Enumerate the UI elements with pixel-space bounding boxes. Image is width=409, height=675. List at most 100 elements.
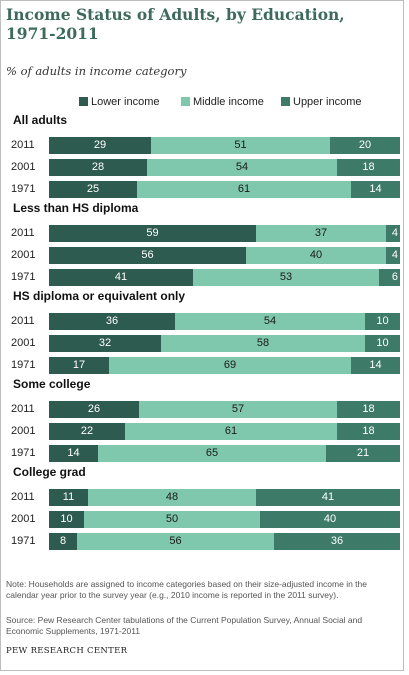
- bar-segment-middle: [139, 401, 337, 418]
- data-label-middle: 37: [314, 227, 328, 239]
- legend-item-upper: Upper income: [281, 95, 361, 109]
- bar-segment-upper: [337, 401, 400, 418]
- bar-segment-lower: [49, 357, 109, 374]
- data-label-lower: 25: [86, 183, 100, 195]
- bar-segment-middle: [125, 423, 337, 440]
- data-label-upper: 41: [321, 491, 335, 503]
- group-title: All adults: [13, 113, 68, 127]
- bar-segment-upper: [351, 181, 400, 198]
- bar-segment-upper: [386, 225, 400, 242]
- data-label-lower: 22: [80, 425, 94, 437]
- bar-segment-middle: [193, 269, 379, 286]
- data-label-upper: 18: [362, 161, 375, 173]
- data-label-upper: 10: [376, 337, 389, 349]
- group-title: Some college: [13, 377, 91, 391]
- data-label-upper: 14: [369, 183, 382, 195]
- data-label-upper: 21: [356, 447, 370, 459]
- bar-segment-middle: [98, 445, 326, 462]
- data-label-upper: 18: [362, 425, 375, 437]
- year-label: 2011: [11, 315, 35, 327]
- data-label-middle: 56: [169, 535, 182, 547]
- data-label-middle: 61: [224, 425, 238, 437]
- bar-segment-middle: [88, 489, 256, 506]
- data-label-middle: 57: [231, 403, 245, 415]
- year-label: 1971: [11, 359, 36, 371]
- bar-segment-middle: [175, 313, 365, 330]
- year-label: 2011: [11, 491, 35, 503]
- data-label-lower: 36: [105, 315, 119, 327]
- bar-segment-lower: [49, 401, 139, 418]
- data-label-lower: 17: [72, 359, 86, 371]
- legend-swatch-middle: [181, 97, 190, 106]
- year-label: 2011: [11, 227, 35, 239]
- bar-segment-middle: [137, 181, 351, 198]
- bar-segment-upper: [330, 137, 400, 154]
- data-label-lower: 32: [98, 337, 112, 349]
- bar-segment-lower: [49, 445, 98, 462]
- year-label: 2011: [11, 403, 35, 415]
- data-label-lower: 28: [91, 161, 105, 173]
- data-label-middle: 65: [205, 447, 219, 459]
- data-label-lower: 10: [60, 513, 73, 525]
- year-label: 1971: [11, 535, 36, 547]
- year-label: 2001: [11, 249, 36, 261]
- data-label-upper: 4: [391, 227, 398, 239]
- bar-segment-lower: [49, 313, 175, 330]
- bar-segment-lower: [49, 489, 88, 506]
- bar-segment-middle: [161, 335, 365, 352]
- bar-segment-middle: [109, 357, 351, 374]
- data-label-middle: 51: [234, 139, 247, 151]
- chart-note: Note: Households are assigned to income …: [6, 579, 367, 600]
- data-label-upper: 18: [362, 403, 375, 415]
- year-label: 2001: [11, 161, 36, 173]
- year-label: 2001: [11, 513, 36, 525]
- bar-segment-lower: [49, 159, 147, 176]
- data-label-lower: 14: [67, 447, 80, 459]
- year-label: 1971: [11, 447, 36, 459]
- data-label-middle: 50: [165, 513, 179, 525]
- data-label-middle: 69: [223, 359, 237, 371]
- legend: Lower income Middle income Upper income: [1, 95, 405, 109]
- bar-segment-upper: [386, 247, 400, 264]
- bar-segment-middle: [147, 159, 337, 176]
- bar-segment-upper: [337, 159, 400, 176]
- bar-segment-upper: [274, 533, 400, 550]
- bar-segment-upper: [379, 269, 400, 286]
- bar-segment-middle: [77, 533, 274, 550]
- legend-swatch-upper: [281, 97, 290, 106]
- bar-segment-lower: [49, 335, 161, 352]
- chart-subtitle: % of adults in income category: [6, 64, 187, 78]
- bar-segment-lower: [49, 225, 256, 242]
- chart-source: Source: Pew Research Center tabulations …: [6, 615, 363, 636]
- bar-segment-middle: [84, 511, 260, 528]
- group-title: Less than HS diploma: [13, 201, 139, 215]
- data-label-middle: 58: [256, 337, 270, 349]
- data-label-upper: 10: [376, 315, 389, 327]
- data-label-middle: 54: [235, 161, 249, 173]
- bar-segment-lower: [49, 533, 77, 550]
- bar-segment-upper: [365, 335, 400, 352]
- data-label-upper: 4: [391, 249, 398, 261]
- data-label-lower: 41: [114, 271, 128, 283]
- bar-segment-upper: [365, 313, 400, 330]
- bar-segment-upper: [260, 511, 400, 528]
- data-label-middle: 40: [309, 249, 323, 261]
- bar-segment-lower: [49, 511, 84, 528]
- data-label-upper: 36: [330, 535, 344, 547]
- data-label-middle: 48: [165, 491, 179, 503]
- bar-segment-lower: [49, 269, 193, 286]
- year-label: 1971: [11, 271, 36, 283]
- legend-swatch-lower: [79, 97, 88, 106]
- bar-segment-upper: [337, 423, 400, 440]
- legend-item-middle: Middle income: [181, 95, 264, 109]
- legend-label-middle: Middle income: [193, 96, 264, 108]
- data-label-lower: 26: [87, 403, 101, 415]
- data-label-upper: 20: [358, 139, 372, 151]
- bar-segment-lower: [49, 137, 151, 154]
- legend-label-lower: Lower income: [91, 96, 160, 108]
- data-label-upper: 6: [391, 271, 398, 283]
- bar-segment-middle: [246, 247, 386, 264]
- data-label-lower: 29: [93, 139, 107, 151]
- bar-segment-upper: [351, 357, 400, 374]
